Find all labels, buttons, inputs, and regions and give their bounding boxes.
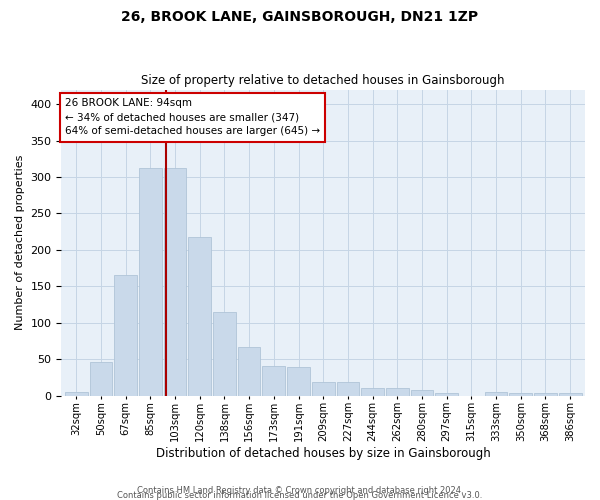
Bar: [312, 382, 335, 396]
Bar: [559, 394, 581, 396]
Bar: [410, 390, 433, 396]
Bar: [534, 392, 557, 396]
Text: Contains HM Land Registry data © Crown copyright and database right 2024.: Contains HM Land Registry data © Crown c…: [137, 486, 463, 495]
Y-axis label: Number of detached properties: Number of detached properties: [15, 155, 25, 330]
Bar: [188, 236, 211, 396]
Bar: [114, 276, 137, 396]
X-axis label: Distribution of detached houses by size in Gainsborough: Distribution of detached houses by size …: [156, 447, 491, 460]
Bar: [386, 388, 409, 396]
Bar: [361, 388, 384, 396]
Bar: [485, 392, 508, 396]
Text: 26, BROOK LANE, GAINSBOROUGH, DN21 1ZP: 26, BROOK LANE, GAINSBOROUGH, DN21 1ZP: [121, 10, 479, 24]
Bar: [139, 168, 161, 396]
Bar: [509, 392, 532, 396]
Title: Size of property relative to detached houses in Gainsborough: Size of property relative to detached ho…: [142, 74, 505, 87]
Bar: [238, 346, 260, 396]
Bar: [164, 168, 187, 396]
Bar: [213, 312, 236, 396]
Text: 26 BROOK LANE: 94sqm
← 34% of detached houses are smaller (347)
64% of semi-deta: 26 BROOK LANE: 94sqm ← 34% of detached h…: [65, 98, 320, 136]
Bar: [287, 367, 310, 396]
Bar: [436, 392, 458, 396]
Bar: [89, 362, 112, 396]
Bar: [337, 382, 359, 396]
Bar: [65, 392, 88, 396]
Bar: [262, 366, 285, 396]
Text: Contains public sector information licensed under the Open Government Licence v3: Contains public sector information licen…: [118, 491, 482, 500]
